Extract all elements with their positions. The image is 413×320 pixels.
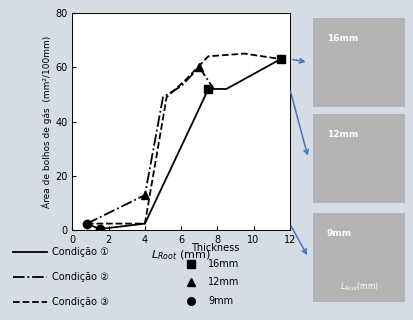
Text: 16mm: 16mm bbox=[326, 34, 357, 43]
Text: 9mm: 9mm bbox=[208, 296, 233, 306]
Text: 12mm: 12mm bbox=[208, 277, 239, 287]
Text: 9mm: 9mm bbox=[326, 229, 351, 238]
Text: $L_{Root}$(mm): $L_{Root}$(mm) bbox=[339, 281, 378, 293]
X-axis label: $L_{Root}$ (mm): $L_{Root}$ (mm) bbox=[151, 248, 210, 262]
Text: Condição ③: Condição ③ bbox=[51, 297, 108, 307]
Text: Condição ②: Condição ② bbox=[51, 272, 108, 282]
Text: 16mm: 16mm bbox=[208, 259, 239, 269]
Text: Condição ①: Condição ① bbox=[51, 247, 108, 257]
Y-axis label: Área de bolhos de gás  (mm²/100mm): Área de bolhos de gás (mm²/100mm) bbox=[42, 36, 52, 208]
Text: Thickness: Thickness bbox=[190, 243, 239, 253]
Text: 12mm: 12mm bbox=[326, 130, 357, 139]
